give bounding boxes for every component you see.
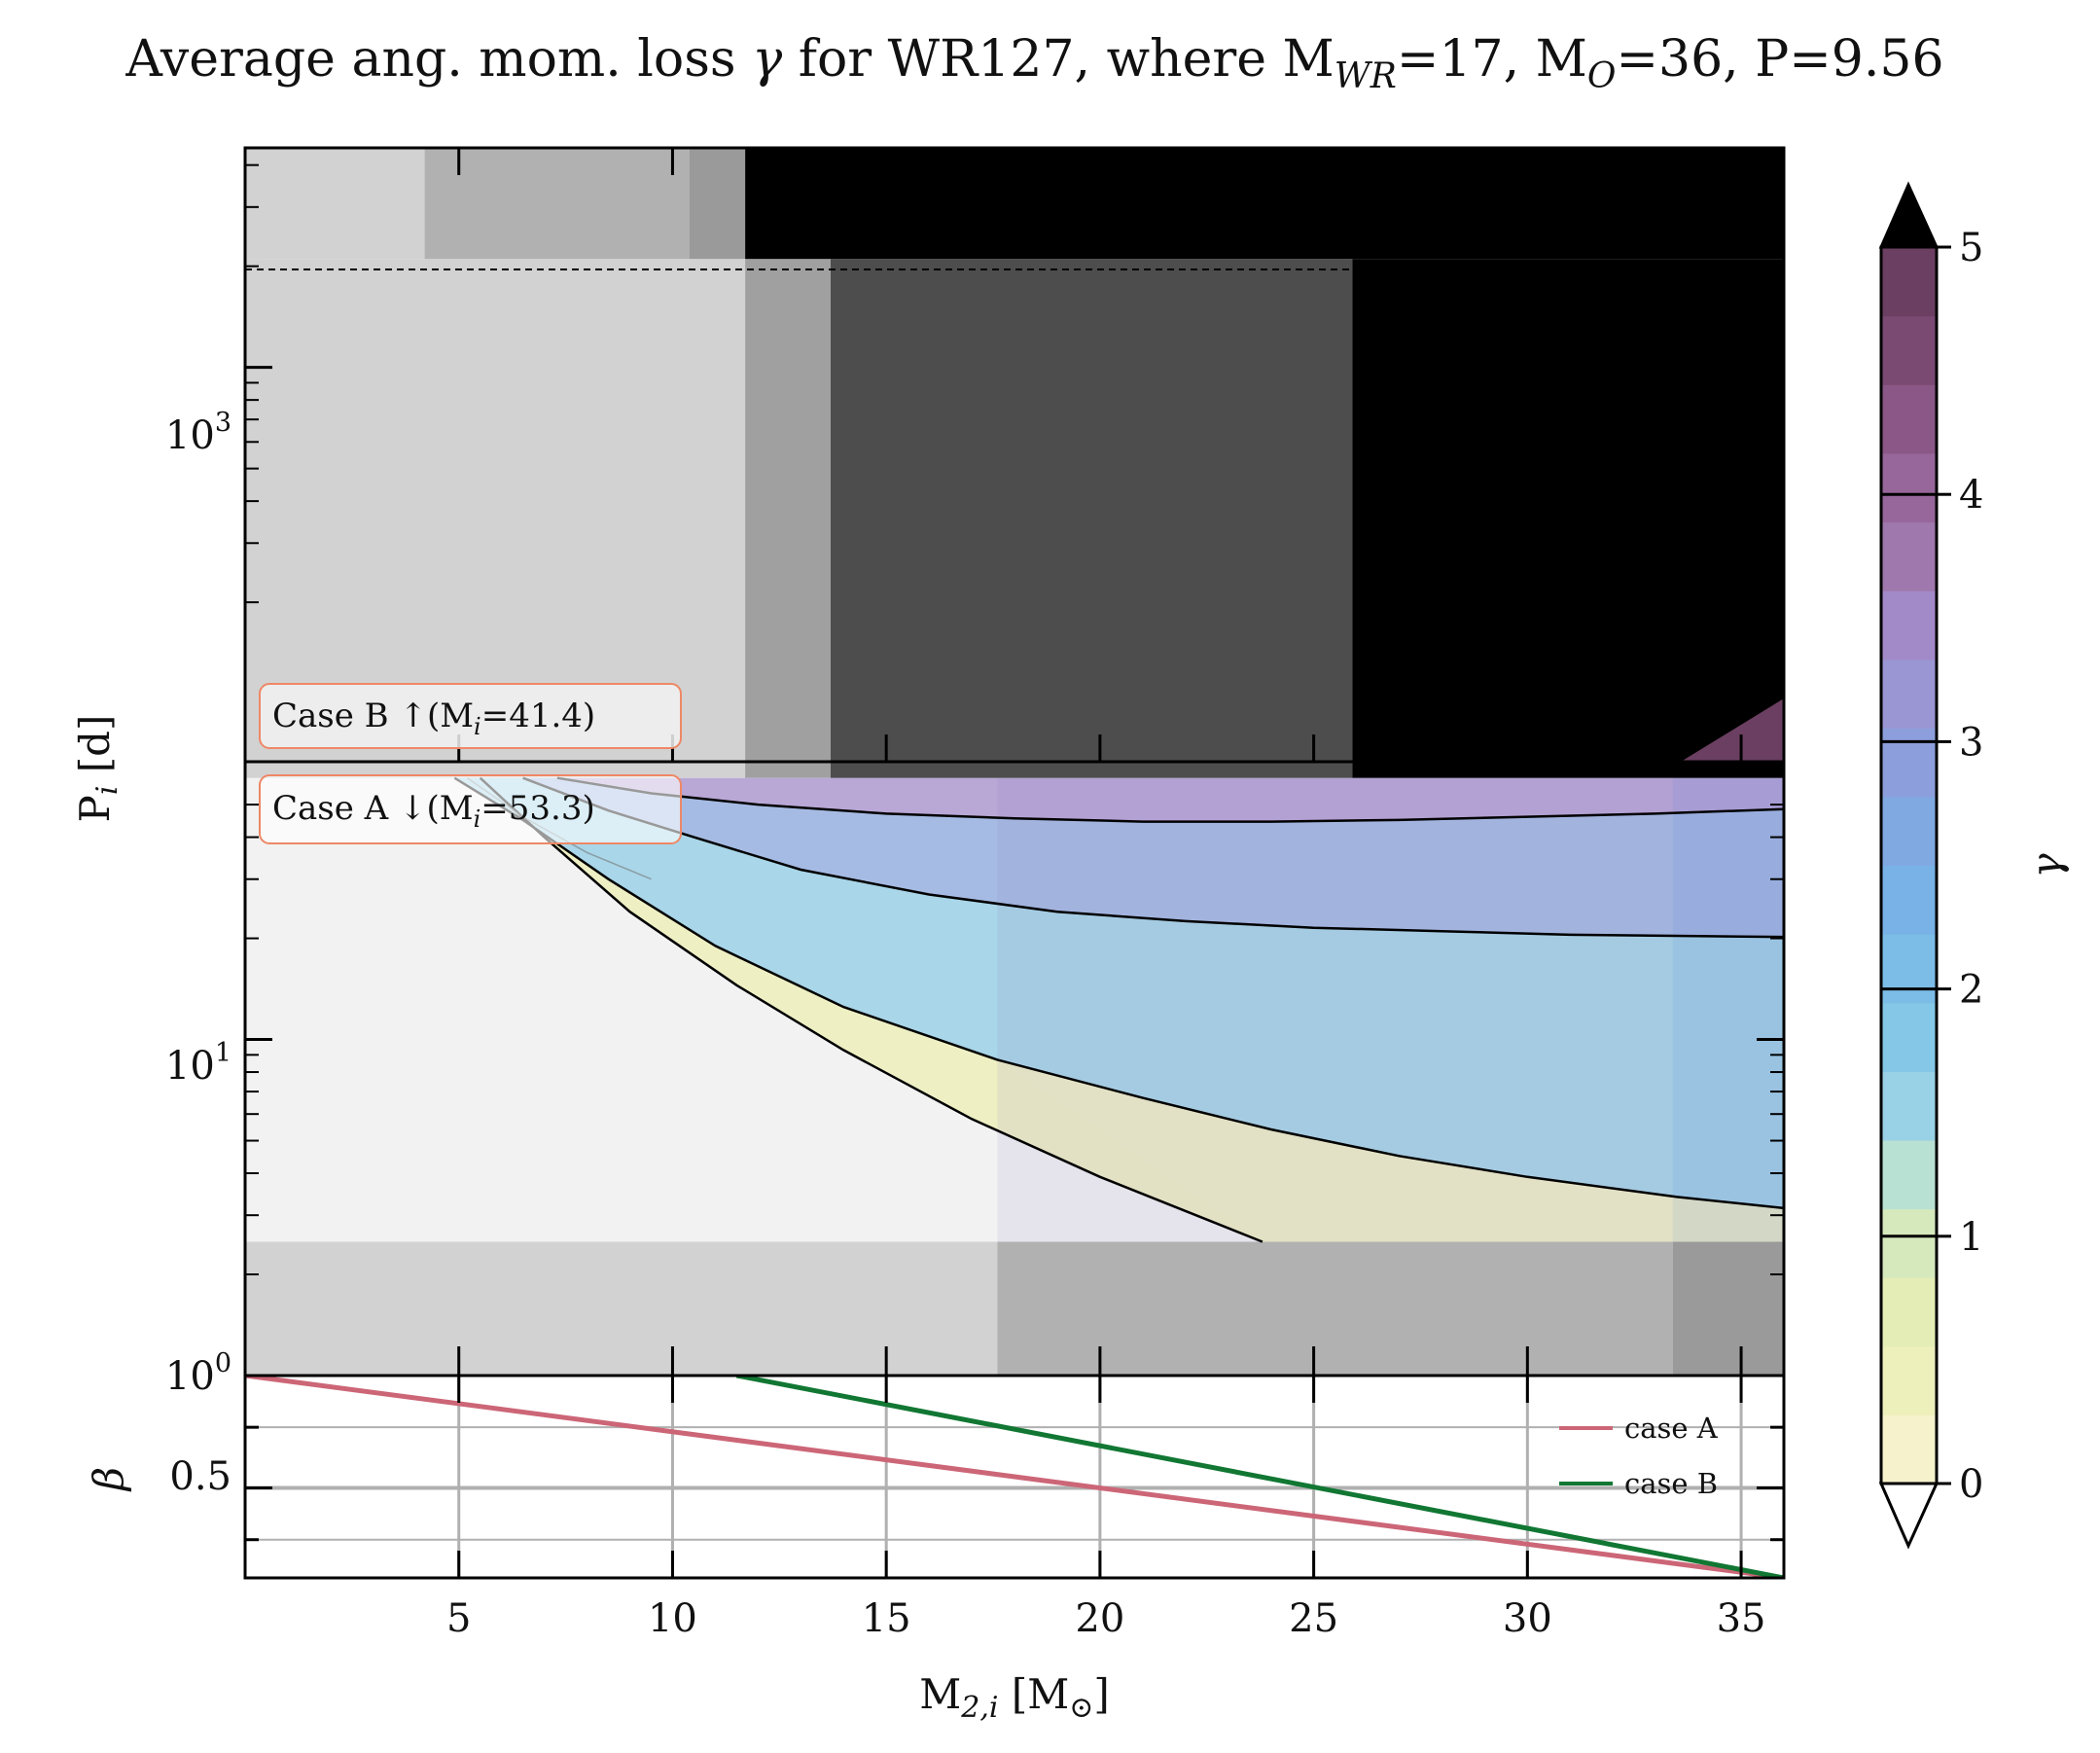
colorbar-band-10 — [1881, 728, 1937, 798]
xtick-label-10: 10 — [648, 1596, 697, 1641]
case-b-box — [259, 683, 682, 749]
grey-region-6 — [831, 259, 1353, 778]
case-b-suffix: =41.4) — [481, 697, 595, 735]
colorbar-band-2 — [1881, 1277, 1937, 1347]
case-b-annotation: Case B ↑(Mi=41.4) — [259, 683, 682, 749]
colorbar-ticks: 0 1 2 3 4 5 — [1881, 226, 1983, 1507]
colorbar-band-7 — [1881, 934, 1937, 1004]
corner-wedge — [1681, 698, 1784, 762]
colorbar-band-14 — [1881, 452, 1937, 523]
colorbar-band-13 — [1881, 521, 1937, 591]
case-a-box — [259, 774, 682, 844]
colorbar-band-5 — [1881, 1071, 1937, 1141]
colorbar-band-3 — [1881, 1208, 1937, 1278]
gamma-band-2-3 — [522, 777, 1784, 938]
colorbar-tick-label-4: 4 — [1959, 473, 1983, 518]
bottom-panel-frame — [243, 1374, 1786, 1580]
colorbar-band-15 — [1881, 384, 1937, 454]
colorbar-band-4 — [1881, 1139, 1937, 1210]
colorbar-tick-label-5: 5 — [1959, 226, 1983, 270]
colorbar-band-6 — [1881, 1002, 1937, 1072]
svg-text:Case B ↑(Mi=41.4): Case B ↑(Mi=41.4) — [272, 697, 595, 740]
colorbar-tick-label-3: 3 — [1959, 720, 1983, 765]
colorbar-bands — [1881, 247, 1937, 1485]
grey-region-8 — [245, 1241, 998, 1376]
ytick-label-1: 100 — [165, 1348, 231, 1399]
case-b-sub: i — [474, 713, 481, 740]
case-a-suffix: =53.3) — [481, 789, 594, 828]
case-b-prefix: Case B ↑(M — [272, 697, 474, 735]
xtick-label-35: 35 — [1717, 1596, 1766, 1641]
contour-line-2 — [556, 776, 1784, 823]
colorbar-label: γ — [2022, 853, 2070, 878]
beta-line-case-A — [245, 1376, 1784, 1578]
xtick-label-5: 5 — [446, 1596, 471, 1641]
colorbar-band-0 — [1881, 1414, 1937, 1485]
grey-region-3 — [745, 148, 1784, 260]
xtick-label-30: 30 — [1503, 1596, 1552, 1641]
xtick-label-20: 20 — [1075, 1596, 1124, 1641]
colorbar-frame — [1879, 245, 1939, 1485]
legend: case A case B — [1559, 1412, 1719, 1500]
colorbar-band-9 — [1881, 796, 1937, 867]
case-a-annotation: Case A ↓(Mi=53.3) — [259, 774, 682, 844]
grey-region-10 — [1672, 1241, 1784, 1376]
xtick-label-15: 15 — [862, 1596, 911, 1641]
colorbar-tick-label-2: 2 — [1959, 968, 1983, 1013]
gamma-band-3-4 — [556, 777, 1784, 822]
gamma-band-1-2 — [454, 777, 1784, 1208]
beta-ytick-label: 0.5 — [169, 1454, 231, 1499]
chart-title: Average ang. mom. loss γ for WR127, wher… — [125, 30, 1943, 96]
x-tick-labels: 5 10 15 20 25 30 35 — [446, 1596, 1766, 1641]
y-axis-label: Pi [d] — [71, 715, 125, 823]
grey-region-1 — [424, 148, 691, 260]
bottom-panel: 5 10 15 20 25 30 35 0.5 β case A case B M2,i [… — [85, 1374, 1786, 1725]
grey-region-2 — [690, 148, 746, 260]
top-ticks — [245, 148, 1784, 1377]
colorbar-band-17 — [1881, 247, 1937, 317]
ytick-label-10: 101 — [165, 1038, 231, 1089]
beta-axis-label: β — [85, 1467, 132, 1492]
grey-region-7 — [1352, 259, 1784, 778]
gamma-band-0-1-lower — [997, 1059, 1784, 1242]
colorbar-extend-bottom — [1878, 1482, 1940, 1550]
colorbar-tick-label-0: 0 — [1959, 1462, 1983, 1507]
top-panel: Case B ↑(Mi=41.4) Case A ↓(Mi=53.3) 103 … — [71, 146, 1786, 1399]
bottom-ticks — [245, 1376, 1784, 1578]
colorbar: 0 1 2 3 4 5 γ — [1878, 181, 2070, 1550]
beta-line-case-B — [735, 1376, 1784, 1578]
colorbar-band-12 — [1881, 590, 1937, 661]
legend-label-case-a: case A — [1624, 1412, 1719, 1445]
column-shade-mid — [997, 777, 1673, 1242]
gamma-field — [454, 777, 1784, 1242]
legend-label-case-b: case B — [1624, 1467, 1718, 1500]
grey-region-5 — [745, 259, 831, 778]
x-axis-label: M2,i [M⊙] — [919, 1670, 1110, 1725]
colorbar-band-11 — [1881, 659, 1937, 729]
colorbar-band-16 — [1881, 315, 1937, 385]
case-a-prefix: Case A ↓(M — [272, 789, 474, 828]
case-a-sub: i — [474, 805, 481, 833]
colorbar-band-1 — [1881, 1345, 1937, 1415]
xtick-label-25: 25 — [1289, 1596, 1338, 1641]
colorbar-band-8 — [1881, 865, 1937, 935]
column-shade-right — [1672, 777, 1784, 1242]
beta-lines — [245, 1376, 1784, 1578]
svg-text:Case A ↓(Mi=53.3): Case A ↓(Mi=53.3) — [272, 789, 595, 833]
grey-region-9 — [997, 1241, 1673, 1376]
colorbar-tick-label-1: 1 — [1959, 1215, 1983, 1260]
contour-line-0 — [453, 776, 1784, 1210]
colorbar-extend-top — [1878, 181, 1940, 249]
ytick-label-1000: 103 — [165, 408, 231, 458]
contour-line-3 — [479, 776, 1264, 1243]
grey-region-0 — [245, 148, 425, 260]
